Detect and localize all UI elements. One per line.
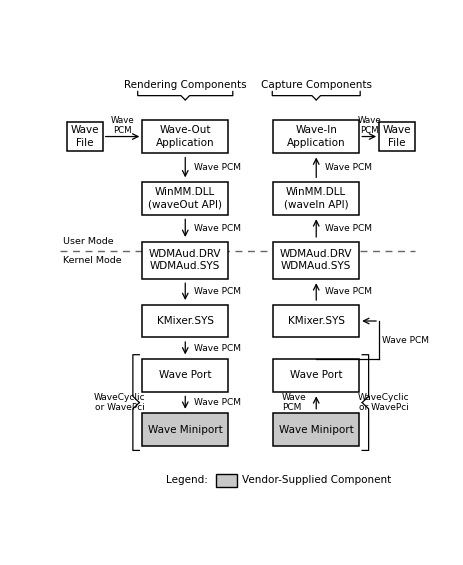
Text: Wave Port: Wave Port [159, 371, 212, 380]
Bar [142, 242, 228, 279]
Text: Wave
PCM: Wave PCM [282, 393, 307, 412]
Text: Wave PCM: Wave PCM [325, 224, 372, 233]
Text: WaveCyclic
or WavePci: WaveCyclic or WavePci [94, 393, 145, 412]
Text: Vendor-Supplied Component: Vendor-Supplied Component [242, 475, 391, 485]
Text: Wave PCM: Wave PCM [194, 163, 241, 172]
Text: Wave PCM: Wave PCM [194, 287, 241, 296]
Text: Wave PCM: Wave PCM [382, 336, 429, 345]
Text: Wave Port: Wave Port [290, 371, 343, 380]
Text: Wave
File: Wave File [70, 125, 99, 147]
Text: WDMAud.DRV
WDMAud.SYS: WDMAud.DRV WDMAud.SYS [280, 249, 352, 271]
Bar [142, 305, 228, 337]
Text: Wave-Out
Application: Wave-Out Application [156, 125, 214, 147]
Bar [142, 182, 228, 215]
Text: Wave
File: Wave File [383, 125, 411, 147]
Text: Wave Miniport: Wave Miniport [148, 425, 223, 434]
Bar [273, 182, 359, 215]
Text: Wave PCM: Wave PCM [194, 398, 241, 407]
Bar [273, 359, 359, 392]
Text: WinMM.DLL
(waveIn API): WinMM.DLL (waveIn API) [284, 187, 349, 210]
Bar [273, 305, 359, 337]
Text: Wave-In
Application: Wave-In Application [287, 125, 345, 147]
Text: User Mode: User Mode [63, 237, 114, 246]
Text: Wave PCM: Wave PCM [325, 287, 372, 296]
Text: Legend:: Legend: [166, 475, 207, 485]
Text: WaveCyclic
or WavePci: WaveCyclic or WavePci [358, 393, 409, 412]
Bar [273, 414, 359, 446]
Bar [67, 123, 103, 151]
Bar [273, 120, 359, 153]
Text: Wave Miniport: Wave Miniport [279, 425, 354, 434]
Text: KMixer.SYS: KMixer.SYS [157, 316, 214, 326]
Text: Capture Components: Capture Components [261, 80, 372, 90]
Text: Kernel Mode: Kernel Mode [63, 257, 122, 266]
Text: Wave
PCM: Wave PCM [357, 115, 381, 135]
Text: Wave PCM: Wave PCM [194, 224, 241, 233]
Text: WinMM.DLL
(waveOut API): WinMM.DLL (waveOut API) [148, 187, 222, 210]
Text: KMixer.SYS: KMixer.SYS [288, 316, 345, 326]
Bar [142, 414, 228, 446]
Bar [273, 242, 359, 279]
Text: Wave PCM: Wave PCM [194, 344, 241, 353]
Bar [379, 123, 415, 151]
Text: Wave
PCM: Wave PCM [111, 115, 134, 135]
Text: Rendering Components: Rendering Components [124, 80, 247, 90]
Text: WDMAud.DRV
WDMAud.SYS: WDMAud.DRV WDMAud.SYS [149, 249, 221, 271]
Bar [142, 120, 228, 153]
Text: Wave PCM: Wave PCM [325, 163, 372, 172]
Bar [216, 473, 237, 487]
Bar [142, 359, 228, 392]
